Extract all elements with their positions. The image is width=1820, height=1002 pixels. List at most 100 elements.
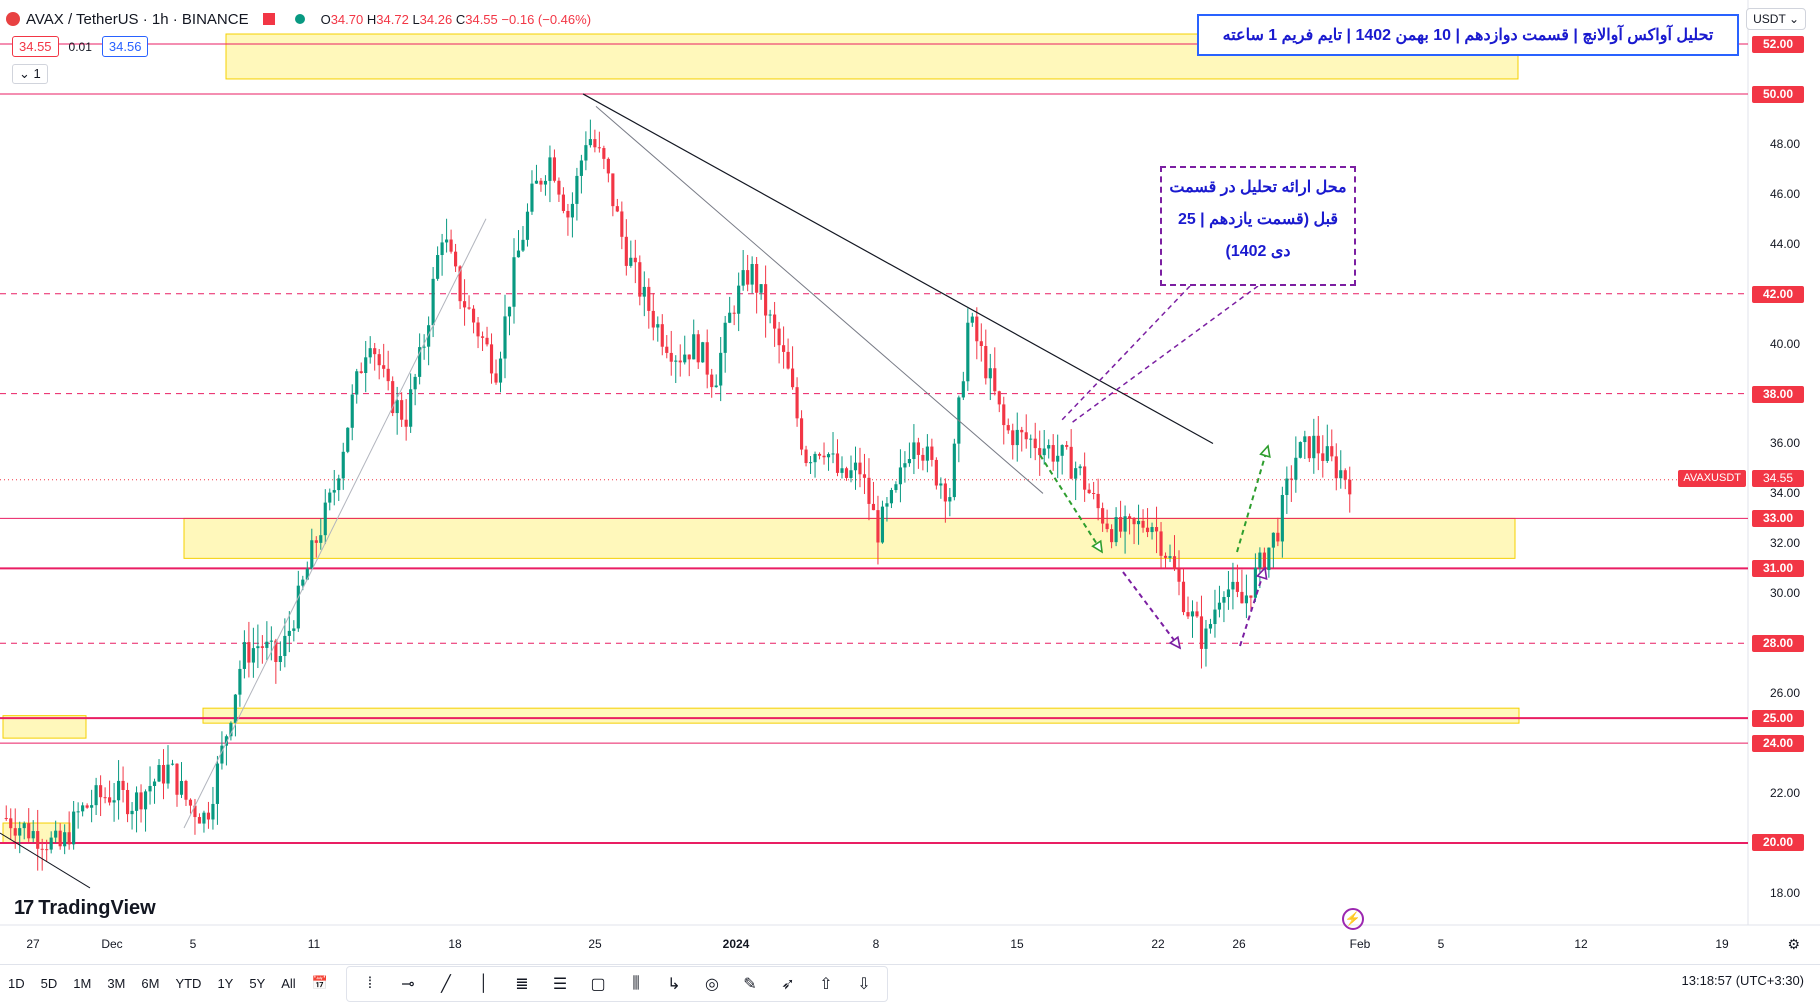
range-button-1y[interactable]: 1Y (217, 975, 234, 991)
candle-body (970, 316, 974, 323)
candle-body (1262, 552, 1266, 571)
analysis-title-box[interactable]: تحلیل آواکس آوالانچ | قسمت دوازدهم | 10 … (1197, 14, 1739, 56)
projection-arrow-down-head (1091, 539, 1103, 554)
price-label: 22.00 (1769, 786, 1800, 800)
brush-icon[interactable]: ✎ (743, 976, 757, 993)
candle-body (665, 346, 669, 353)
candle-body (1163, 555, 1168, 558)
candle-body (1110, 529, 1114, 543)
lightning-icon[interactable]: ⚡ (1342, 908, 1364, 930)
range-button-5y[interactable]: 5Y (249, 975, 266, 991)
range-button-5d[interactable]: 5D (40, 975, 58, 991)
candle-body (359, 371, 363, 374)
candle-body (507, 306, 512, 317)
candle-body (1029, 438, 1033, 440)
calendar-icon[interactable]: 📅 (311, 975, 328, 990)
range-button-all[interactable]: All (281, 975, 296, 991)
candle-body (651, 310, 655, 328)
price-label: 46.00 (1769, 187, 1800, 201)
level-tag: 20.00 (1752, 834, 1804, 851)
clock[interactable]: 13:18:57 (UTC+3:30) (1681, 973, 1804, 988)
time-tick: 18 (448, 937, 462, 951)
candle-body (40, 848, 44, 850)
vertical-line-icon[interactable]: │ (479, 975, 489, 992)
candle-body (1321, 453, 1325, 461)
candle-body (534, 180, 539, 184)
level-tag: 50.00 (1752, 86, 1804, 103)
candle-body (332, 490, 336, 493)
symbol-title[interactable]: AVAX / TetherUS · 1h · BINANCE (26, 10, 249, 28)
candle-body (1316, 435, 1320, 454)
candle-body (862, 474, 867, 478)
price-label: 30.00 (1769, 586, 1800, 600)
candle-body (346, 427, 350, 452)
time-tick: 5 (189, 937, 197, 951)
candle-body (1047, 445, 1051, 449)
gear-icon[interactable]: ⚙ (1787, 936, 1800, 952)
drag-handle-icon[interactable]: ⁞ (367, 975, 373, 992)
candle-body (961, 381, 965, 398)
range-button-ytd[interactable]: YTD (175, 975, 202, 991)
time-tick: 25 (588, 937, 602, 951)
projection-arrow-dip-head (1168, 635, 1182, 650)
candle-body (27, 823, 31, 839)
fib-retracement-icon[interactable]: ☰ (552, 976, 568, 993)
rectangle-icon[interactable]: ▢ (590, 976, 606, 993)
candle-body (175, 763, 179, 795)
previous-analysis-note[interactable]: محل ارائه تحلیل در قسمت قبل (قسمت یازدهم… (1160, 166, 1356, 286)
candle-body (355, 371, 359, 395)
path-icon[interactable]: ↳ (667, 976, 681, 993)
candle-body (494, 373, 498, 383)
candle-body (99, 785, 103, 798)
buy-button[interactable]: 34.56 (101, 36, 149, 57)
candle-body (728, 312, 732, 323)
candle-body (489, 344, 494, 374)
candle-body (503, 316, 507, 359)
parallel-channel-icon[interactable]: ≣ (515, 976, 529, 993)
candle-body (76, 811, 80, 813)
candle-body (1325, 446, 1329, 461)
candle-body (233, 694, 237, 723)
horizontal-line-icon[interactable]: ⊸ (401, 976, 415, 993)
range-button-6m[interactable]: 6M (141, 975, 160, 991)
trend-line-icon[interactable]: ╱ (441, 976, 451, 993)
arrow-down-icon[interactable]: ⇩ (857, 976, 871, 993)
candle-body (202, 812, 206, 824)
support-zone (2, 715, 87, 739)
range-button-1m[interactable]: 1M (73, 975, 92, 991)
candle-body (867, 477, 871, 504)
bottom-toolbar: 1D 5D 1M 3M 6M YTD 1Y 5Y All 📅 (0, 964, 1820, 1001)
pitchfork-icon[interactable]: ⫼ (632, 975, 640, 992)
candle-body (1294, 457, 1298, 480)
candle-body (835, 453, 840, 473)
candle-body (22, 823, 26, 829)
range-button-3m[interactable]: 3M (107, 975, 126, 991)
candle-body (638, 262, 642, 297)
tradingview-logo[interactable]: 17 TradingView (14, 897, 156, 919)
candle-body (593, 139, 597, 148)
currency-selector[interactable]: USDT ⌄ (1746, 8, 1806, 30)
candle-body (247, 642, 251, 663)
candle-body (242, 642, 246, 669)
range-button-1d[interactable]: 1D (8, 975, 25, 991)
candle-body (1339, 470, 1343, 479)
arrow-up-icon[interactable]: ⇧ (819, 976, 833, 993)
sell-button[interactable]: 34.55 (12, 36, 59, 57)
candle-body (1132, 518, 1136, 525)
candle-body (49, 837, 53, 850)
candle-body (530, 183, 534, 212)
candle-body (143, 791, 148, 810)
circle-icon[interactable]: ◎ (705, 976, 719, 993)
indicators-collapse-button[interactable]: ⌄ 1 (12, 64, 48, 84)
symbol-price-tag: AVAXUSDT (1678, 470, 1746, 487)
arrow-icon[interactable]: ➶ (781, 976, 795, 993)
symbol-legend[interactable]: AVAX / TetherUS · 1h · BINANCE O34.70 H3… (6, 8, 591, 30)
chevron-down-icon: ⌄ (1788, 12, 1799, 26)
candle-body (462, 301, 467, 308)
candle-body (979, 341, 983, 347)
level-tag: 38.00 (1752, 386, 1804, 403)
candle-body (701, 342, 705, 363)
candle-body (1303, 436, 1307, 443)
candle-body (436, 255, 440, 279)
